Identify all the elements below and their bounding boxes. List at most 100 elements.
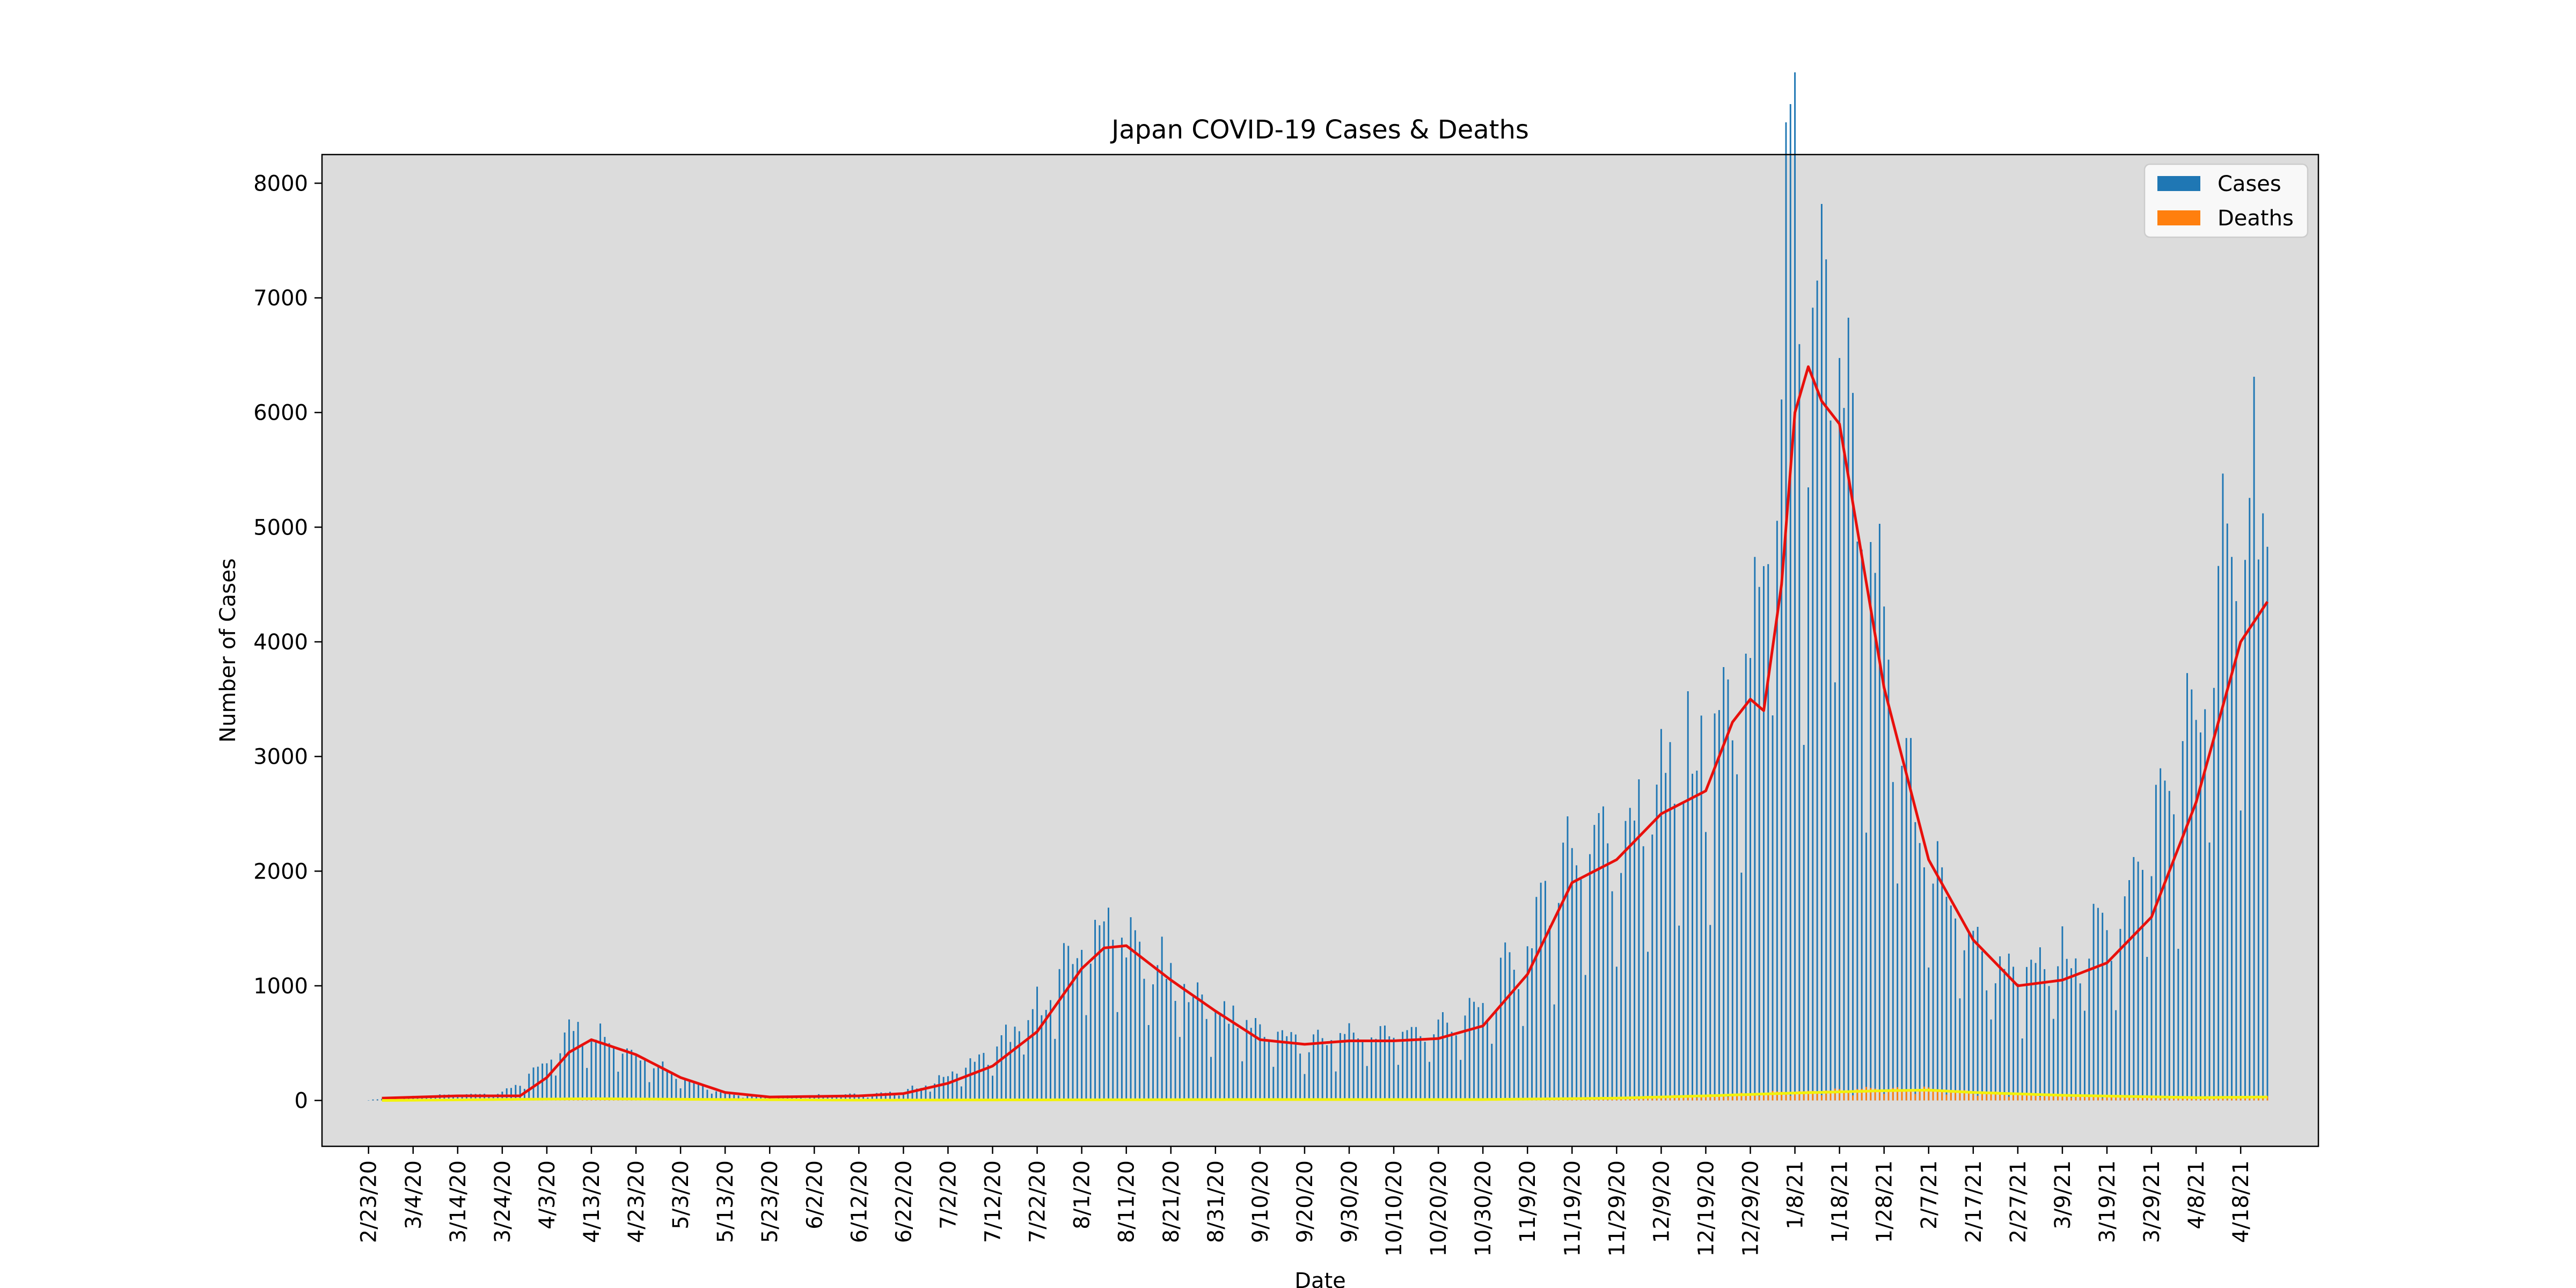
x-tick-label: 4/23/20	[624, 1160, 649, 1243]
cases-bar	[1348, 1023, 1350, 1101]
x-tick-label: 11/29/20	[1605, 1160, 1629, 1257]
cases-bar	[1772, 715, 1774, 1101]
cases-bar	[720, 1092, 722, 1101]
deaths-bar	[2155, 1097, 2157, 1101]
deaths-bar	[1705, 1094, 1707, 1101]
cases-bar	[1718, 710, 1720, 1101]
cases-bar	[974, 1062, 976, 1101]
cases-bar	[1081, 949, 1083, 1101]
deaths-bar	[1994, 1092, 1996, 1101]
x-tick-label: 1/8/21	[1783, 1160, 1808, 1230]
deaths-bar	[1834, 1088, 1836, 1101]
cases-bar	[983, 1052, 985, 1101]
cases-bar	[1495, 1009, 1497, 1101]
cases-bar	[1326, 1045, 1328, 1101]
x-tick-label: 4/18/21	[2229, 1160, 2253, 1243]
cases-bar	[1045, 1009, 1047, 1101]
cases-bar	[1170, 963, 1172, 1101]
cases-rolling-average-line	[382, 365, 2269, 1100]
x-tick-label: 10/20/20	[1426, 1160, 1451, 1257]
cases-bar	[1384, 1025, 1386, 1101]
cases-bar	[733, 1094, 735, 1101]
deaths-bar	[1972, 1094, 1974, 1101]
cases-bar	[1362, 1040, 1364, 1101]
cases-bar	[1460, 1059, 1462, 1101]
cases-bar	[2231, 557, 2233, 1101]
legend-swatch-deaths	[2157, 210, 2200, 225]
cases-bar	[1923, 867, 1925, 1101]
cases-bar	[1464, 1015, 1466, 1101]
cases-bar	[1094, 919, 1096, 1101]
deaths-bar	[1634, 1099, 1636, 1101]
cases-bar	[902, 1093, 904, 1101]
cases-bar	[586, 1067, 588, 1101]
cases-bar	[1317, 1029, 1319, 1101]
cases-bar	[1499, 957, 1502, 1101]
cases-bar	[1692, 773, 1693, 1101]
cases-bar	[969, 1058, 971, 1101]
deaths-bar	[1820, 1095, 1823, 1101]
cases-bar	[2030, 960, 2032, 1101]
y-axis-label: Number of Cases	[216, 558, 240, 742]
cases-bar	[1629, 808, 1631, 1101]
cases-bar	[1357, 1038, 1359, 1101]
deaths-bar	[2168, 1097, 2170, 1101]
deaths-bar	[2066, 1096, 2068, 1101]
deaths-bar	[1856, 1089, 1858, 1101]
deaths-bar	[2039, 1096, 2041, 1101]
cases-bar	[1286, 1036, 1288, 1101]
deaths-bar	[2218, 1097, 2220, 1101]
cases-bar	[1321, 1038, 1323, 1101]
cases-bar	[1767, 564, 1769, 1101]
deaths-bar	[2035, 1095, 2037, 1101]
deaths-bar	[1767, 1093, 1769, 1101]
deaths-bar	[1977, 1095, 1979, 1101]
cases-bar	[1968, 931, 1970, 1101]
cases-bar	[960, 1086, 962, 1101]
cases-bar	[1232, 1005, 1234, 1101]
cases-bar	[1290, 1032, 1292, 1101]
cases-bar	[2191, 689, 2193, 1101]
cases-bar	[1268, 1041, 1270, 1101]
cases-bar	[862, 1095, 865, 1101]
cases-bar	[1219, 1015, 1221, 1101]
deaths-bar	[1825, 1090, 1827, 1101]
cases-bar	[1277, 1031, 1279, 1101]
cases-bar	[889, 1092, 891, 1101]
deaths-bar	[2092, 1095, 2095, 1101]
cases-bar	[1085, 1015, 1087, 1101]
x-axis: 2/23/20 3/4/20 3/14/20 3/24/20 4/3/20 4/13/20…	[357, 1146, 2253, 1257]
deaths-bar	[2008, 1096, 2010, 1101]
deaths-bar	[1750, 1094, 1751, 1101]
cases-bar	[1429, 1062, 1430, 1101]
cases-bar	[532, 1067, 535, 1101]
cases-bar	[1473, 1001, 1475, 1101]
cases-bar	[711, 1093, 713, 1101]
cases-bar	[1714, 713, 1716, 1101]
cases-bar	[715, 1091, 718, 1101]
deaths-bar	[2048, 1093, 2050, 1101]
cases-bar	[1210, 1057, 1212, 1101]
cases-bar	[1847, 317, 1849, 1101]
deaths-bar	[2102, 1098, 2104, 1101]
cases-bar	[1179, 1037, 1181, 1101]
cases-bar	[1852, 393, 1854, 1101]
cases-bar	[506, 1088, 508, 1101]
cases-bar	[644, 1059, 646, 1101]
cases-bar	[1598, 813, 1600, 1101]
cases-bar	[1108, 908, 1109, 1101]
cases-bar	[1723, 667, 1725, 1101]
cases-bar	[1634, 820, 1636, 1101]
cases-bar	[1339, 1033, 1341, 1101]
plot-area	[322, 155, 2318, 1146]
cases-bar	[1825, 259, 1827, 1101]
y-tick-label: 1000	[253, 974, 308, 999]
cases-bar	[876, 1093, 878, 1101]
cases-bar	[1205, 1019, 1208, 1101]
deaths-bar	[1696, 1097, 1698, 1101]
cases-bar	[2021, 1038, 2023, 1101]
cases-bar	[1750, 658, 1751, 1101]
deaths-bar	[1660, 1096, 1662, 1101]
cases-bar	[1642, 846, 1644, 1101]
deaths-bar	[1919, 1089, 1921, 1101]
